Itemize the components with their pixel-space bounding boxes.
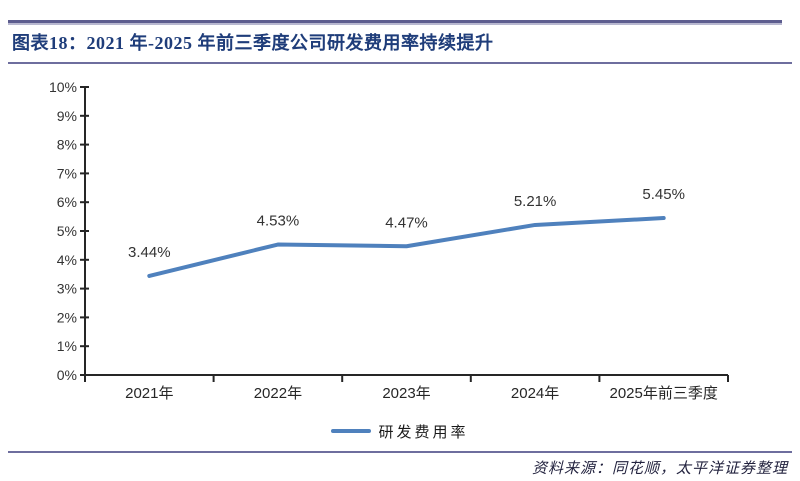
data-point-label: 4.47% (385, 214, 428, 231)
y-tick-label: 8% (57, 137, 77, 153)
legend-label: 研发费用率 (378, 424, 469, 441)
data-point-label: 4.53% (257, 213, 300, 230)
legend-line-swatch (331, 429, 372, 433)
title-divider (8, 62, 792, 64)
source-note: 资料来源：同花顺，太平洋证券整理 (531, 461, 788, 477)
y-tick-label: 7% (57, 165, 77, 181)
y-tick-label: 6% (57, 194, 77, 210)
chart-legend: 研发费用率 (0, 421, 800, 441)
y-tick-label: 0% (57, 367, 77, 383)
data-point-label: 3.44% (128, 244, 171, 261)
y-tick-label: 3% (57, 281, 77, 297)
x-category-label: 2023年 (382, 385, 430, 402)
data-point-label: 5.21% (514, 193, 557, 210)
x-category-label: 2025年前三季度 (610, 385, 718, 402)
series-line (147, 216, 666, 278)
data-point-label: 5.45% (642, 186, 685, 203)
y-tick-label: 1% (57, 338, 77, 354)
x-category-label: 2022年 (254, 385, 302, 402)
bottom-divider (8, 451, 792, 453)
x-category-label: 2024年 (511, 385, 559, 402)
figure-title: 图表18：2021 年-2025 年前三季度公司研发费用率持续提升 (12, 33, 494, 53)
top-divider (8, 20, 782, 23)
x-category-label: 2021年 (125, 385, 173, 402)
y-tick-label: 2% (57, 309, 77, 325)
y-tick-label: 4% (57, 252, 77, 268)
y-tick-label: 10% (49, 79, 77, 95)
y-tick-label: 9% (57, 108, 77, 124)
y-tick-label: 5% (57, 223, 77, 239)
